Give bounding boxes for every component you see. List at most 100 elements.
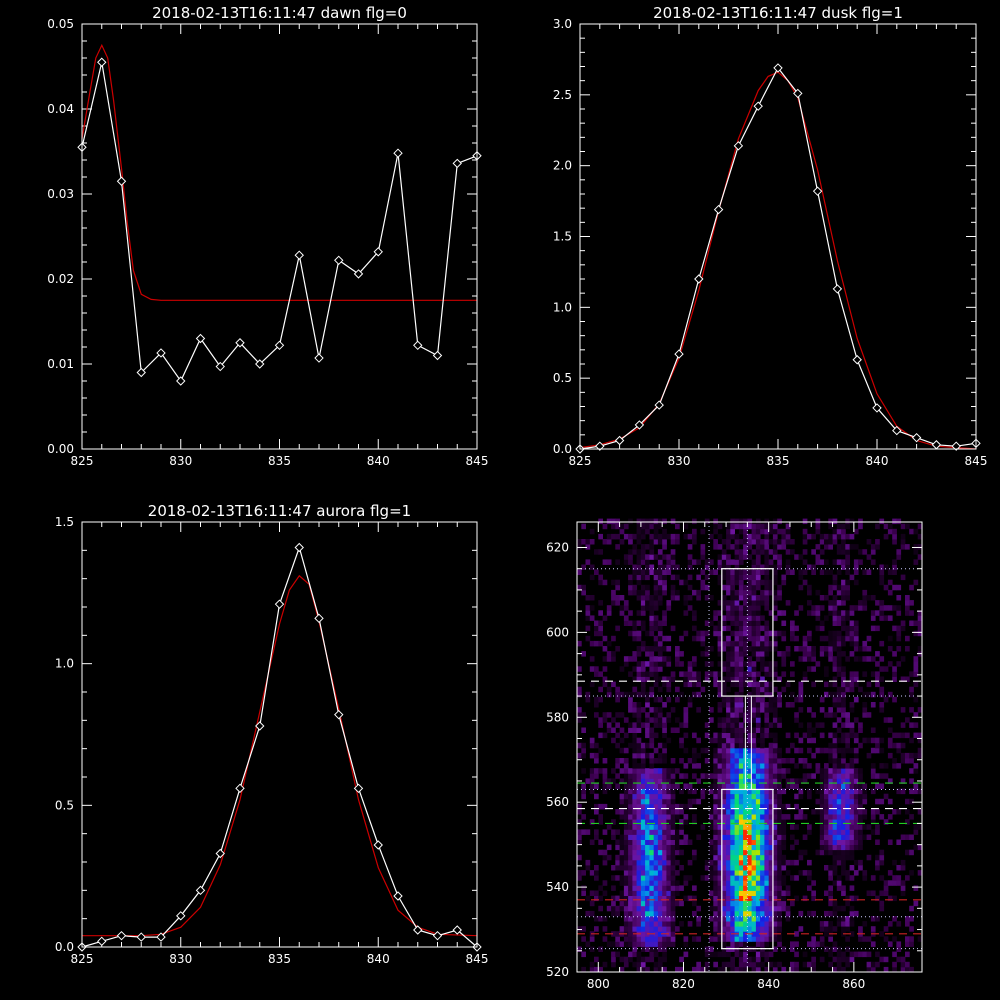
- heatmap-cell: [824, 849, 829, 856]
- heatmap-cell: [717, 625, 723, 632]
- heatmap-cell: [606, 727, 612, 733]
- heatmap-cell: [594, 620, 599, 626]
- heatmap-cell: [841, 747, 846, 754]
- heatmap-cell: [645, 966, 650, 973]
- heatmap-cell: [657, 620, 663, 626]
- heatmap-cell: [628, 727, 633, 733]
- heatmap-cell: [892, 528, 897, 535]
- heatmap-cell: [743, 640, 748, 647]
- heatmap-cell: [611, 885, 616, 891]
- heatmap-cell: [704, 518, 710, 525]
- heatmap-cell: [589, 595, 595, 601]
- heatmap-cell: [777, 880, 782, 886]
- heatmap-cell: [679, 651, 684, 657]
- heatmap-cell: [738, 783, 744, 789]
- heatmap-cell: [853, 656, 859, 662]
- heatmap-cell: [845, 829, 850, 835]
- heatmap-cell: [730, 875, 735, 881]
- heatmap-cell: [849, 885, 855, 891]
- heatmap-cell: [760, 849, 765, 856]
- heatmap-cell: [657, 768, 663, 774]
- heatmap-cell: [807, 875, 812, 881]
- heatmap-cell: [653, 895, 659, 902]
- heatmap-cell: [713, 926, 718, 932]
- heatmap-cell: [628, 885, 633, 891]
- heatmap-cell: [636, 620, 642, 626]
- heatmap-cell: [879, 574, 885, 581]
- heatmap-cell: [619, 691, 625, 698]
- heatmap-cell: [755, 747, 761, 754]
- heatmap-cell: [696, 630, 701, 637]
- heatmap-cell: [623, 620, 629, 626]
- heatmap-cell: [866, 681, 872, 688]
- heatmap-cell: [892, 961, 897, 968]
- heatmap-cell: [662, 885, 667, 891]
- heatmap-cell: [896, 610, 902, 616]
- heatmap-cell: [751, 758, 757, 764]
- heatmap-cell: [747, 875, 753, 881]
- heatmap-cell: [832, 656, 838, 662]
- heatmap-cell: [713, 910, 718, 917]
- heatmap-cell: [836, 747, 842, 754]
- data-point-marker: [872, 403, 882, 413]
- heatmap-cell: [704, 966, 710, 973]
- heatmap-cell: [760, 783, 765, 789]
- heatmap-cell: [657, 880, 663, 886]
- heatmap-cell: [870, 691, 876, 698]
- heatmap-cell: [657, 834, 663, 840]
- heatmap-cell: [858, 834, 863, 840]
- heatmap-cell: [887, 646, 893, 652]
- heatmap-cell: [704, 747, 710, 754]
- heatmap-cell: [619, 803, 625, 810]
- heatmap-cell: [900, 676, 906, 682]
- heatmap-cell: [713, 829, 718, 835]
- heatmap-cell: [649, 803, 655, 810]
- heatmap-cell: [764, 916, 770, 922]
- heatmap-cell: [632, 916, 638, 922]
- heatmap-cell: [909, 620, 914, 626]
- heatmap-cell: [640, 961, 646, 968]
- heatmap-cell: [858, 600, 863, 606]
- heatmap-cell: [726, 910, 731, 917]
- heatmap-cell: [649, 625, 655, 632]
- heatmap-cell: [640, 829, 646, 835]
- heatmap-cell: [734, 681, 740, 688]
- heatmap-cell: [832, 778, 838, 784]
- heatmap-cell: [798, 854, 804, 861]
- heatmap-cell: [802, 961, 808, 968]
- heatmap-cell: [670, 916, 676, 922]
- heatmap-cell: [824, 646, 829, 652]
- y-tick-label: 1.0: [55, 657, 74, 671]
- heatmap-cell: [832, 691, 838, 698]
- heatmap-cell: [628, 742, 633, 749]
- heatmap-cell: [615, 844, 620, 851]
- heatmap-cell: [760, 661, 765, 667]
- heatmap-cell: [683, 630, 689, 637]
- heatmap-cell: [866, 824, 872, 830]
- heatmap-cell: [696, 921, 701, 927]
- heatmap-cell: [896, 605, 902, 611]
- heatmap-cell: [721, 554, 727, 560]
- heatmap-cell: [628, 854, 633, 861]
- heatmap-cell: [730, 651, 735, 657]
- data-point-marker: [255, 359, 265, 369]
- heatmap-cell: [704, 773, 710, 779]
- heatmap-cell: [836, 707, 842, 713]
- heatmap-cell: [738, 763, 744, 769]
- heatmap-cell: [738, 921, 744, 927]
- heatmap-cell: [734, 778, 740, 784]
- heatmap-cell: [632, 946, 638, 952]
- heatmap-cell: [781, 539, 787, 545]
- heatmap-cell: [726, 554, 731, 560]
- heatmap-cell: [636, 966, 642, 973]
- heatmap-cell: [743, 951, 748, 958]
- heatmap-cell: [628, 702, 633, 708]
- heatmap-cell: [905, 819, 910, 825]
- heatmap-cell: [751, 574, 757, 581]
- heatmap-cell: [734, 518, 740, 525]
- heatmap-cell: [815, 798, 821, 805]
- heatmap-cell: [858, 788, 863, 795]
- heatmap-cell: [645, 518, 650, 525]
- heatmap-cell: [717, 936, 723, 942]
- heatmap-cell: [662, 834, 667, 840]
